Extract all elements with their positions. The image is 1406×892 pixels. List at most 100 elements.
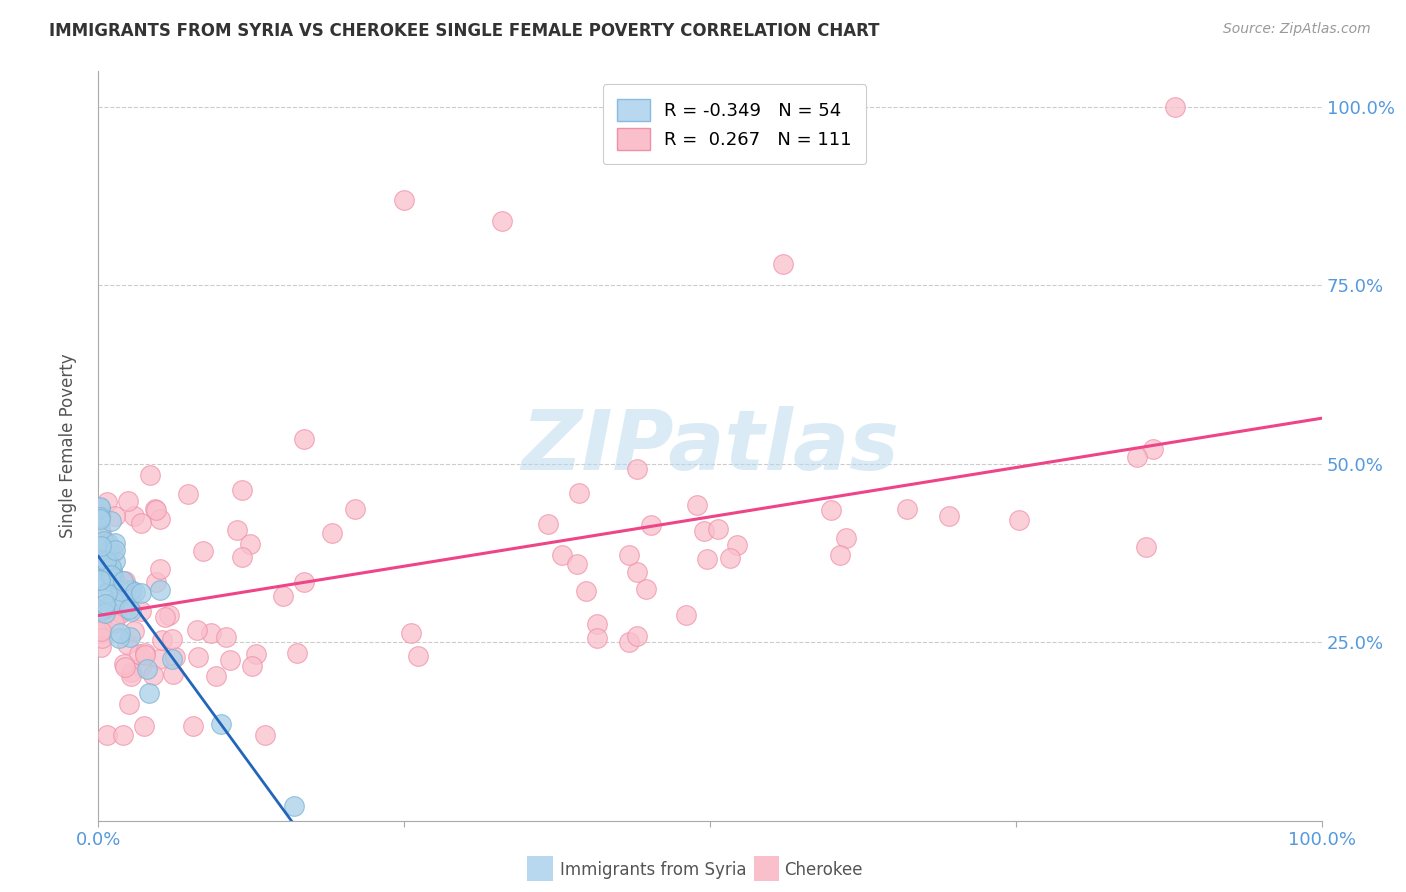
Point bbox=[129, 660, 152, 674]
Point bbox=[117, 494, 139, 508]
Point bbox=[90, 539, 112, 553]
Point bbox=[321, 526, 343, 541]
Point bbox=[91, 553, 114, 567]
Point bbox=[104, 509, 127, 524]
Point bbox=[772, 257, 794, 271]
Point bbox=[90, 624, 112, 639]
Point bbox=[209, 717, 232, 731]
Point bbox=[718, 550, 741, 565]
Point bbox=[149, 512, 172, 526]
Point bbox=[162, 667, 184, 681]
Point bbox=[100, 560, 122, 574]
Point bbox=[239, 537, 262, 551]
Point bbox=[120, 630, 142, 644]
Point bbox=[89, 522, 111, 536]
Point bbox=[1135, 541, 1157, 555]
Point bbox=[131, 604, 153, 618]
Point bbox=[640, 518, 662, 533]
Point bbox=[143, 502, 166, 516]
Point bbox=[111, 574, 134, 588]
Point bbox=[271, 589, 294, 603]
Point bbox=[586, 617, 609, 632]
Point bbox=[686, 498, 709, 512]
Point bbox=[283, 799, 305, 814]
Point bbox=[97, 536, 120, 550]
Point bbox=[94, 554, 117, 568]
Point bbox=[89, 509, 111, 524]
Point bbox=[134, 646, 156, 660]
Point bbox=[142, 668, 165, 682]
Point bbox=[93, 533, 115, 548]
Point bbox=[129, 586, 152, 600]
Point bbox=[551, 548, 574, 562]
Point bbox=[226, 524, 249, 538]
Point bbox=[139, 468, 162, 483]
Point bbox=[114, 660, 136, 674]
Text: ZIPatlas: ZIPatlas bbox=[522, 406, 898, 486]
Point bbox=[634, 582, 657, 596]
Point bbox=[1142, 442, 1164, 456]
Point bbox=[136, 662, 159, 676]
Point bbox=[94, 597, 117, 611]
Point bbox=[537, 517, 560, 532]
Point bbox=[96, 728, 118, 742]
Point bbox=[491, 214, 513, 228]
Point bbox=[114, 574, 136, 589]
Point bbox=[254, 728, 277, 742]
Point bbox=[90, 631, 112, 645]
Point bbox=[107, 631, 129, 645]
Point bbox=[187, 650, 209, 665]
Point bbox=[1164, 100, 1187, 114]
Point bbox=[122, 624, 145, 638]
Y-axis label: Single Female Poverty: Single Female Poverty bbox=[59, 354, 77, 538]
Point bbox=[565, 558, 588, 572]
Point bbox=[105, 608, 128, 623]
Point bbox=[112, 728, 135, 742]
Point bbox=[89, 562, 111, 576]
Point bbox=[896, 502, 918, 516]
Point bbox=[94, 607, 117, 621]
Point bbox=[97, 543, 120, 558]
Point bbox=[100, 514, 122, 528]
Point bbox=[938, 508, 960, 523]
Legend: R = -0.349   N = 54, R =  0.267   N = 111: R = -0.349 N = 54, R = 0.267 N = 111 bbox=[603, 84, 866, 164]
Point bbox=[696, 552, 718, 566]
Point bbox=[97, 545, 120, 559]
Text: Immigrants from Syria: Immigrants from Syria bbox=[560, 861, 747, 879]
Point bbox=[101, 566, 124, 581]
Point bbox=[96, 558, 118, 572]
Point bbox=[114, 577, 136, 591]
Point bbox=[93, 547, 115, 561]
Text: IMMIGRANTS FROM SYRIA VS CHEROKEE SINGLE FEMALE POVERTY CORRELATION CHART: IMMIGRANTS FROM SYRIA VS CHEROKEE SINGLE… bbox=[49, 22, 880, 40]
Point bbox=[90, 625, 112, 640]
Point bbox=[138, 685, 160, 699]
Point bbox=[160, 652, 183, 666]
Point bbox=[120, 665, 142, 680]
Point bbox=[103, 571, 125, 585]
Point bbox=[162, 632, 184, 646]
Point bbox=[93, 533, 115, 548]
Point bbox=[90, 526, 112, 541]
Point bbox=[215, 630, 238, 644]
Point bbox=[90, 640, 112, 655]
Point bbox=[186, 624, 208, 638]
Point bbox=[153, 610, 176, 624]
Point bbox=[145, 574, 167, 589]
Point bbox=[392, 193, 416, 207]
Text: Source: ZipAtlas.com: Source: ZipAtlas.com bbox=[1223, 22, 1371, 37]
Point bbox=[120, 590, 142, 604]
Point bbox=[585, 632, 607, 646]
Point bbox=[89, 511, 111, 525]
Text: Cherokee: Cherokee bbox=[785, 861, 863, 879]
Point bbox=[204, 669, 226, 683]
Point bbox=[89, 572, 111, 586]
Point bbox=[90, 563, 112, 577]
Point bbox=[285, 646, 308, 660]
Point bbox=[89, 500, 111, 515]
Point bbox=[101, 570, 124, 584]
Point bbox=[104, 554, 127, 568]
Point bbox=[115, 637, 138, 651]
Point bbox=[835, 532, 858, 546]
Point bbox=[181, 719, 204, 733]
Point bbox=[124, 584, 146, 599]
